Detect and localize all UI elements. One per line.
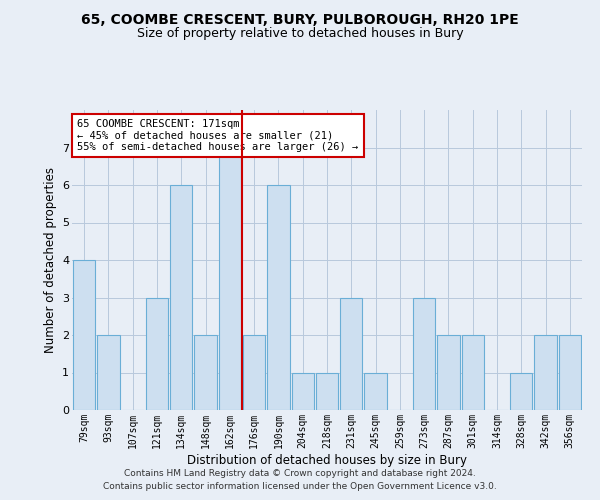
Bar: [292, 372, 314, 410]
Bar: [559, 335, 581, 410]
Bar: [243, 335, 265, 410]
Bar: [510, 372, 532, 410]
Bar: [146, 298, 168, 410]
X-axis label: Distribution of detached houses by size in Bury: Distribution of detached houses by size …: [187, 454, 467, 466]
Bar: [364, 372, 387, 410]
Bar: [170, 185, 193, 410]
Bar: [535, 335, 557, 410]
Text: Contains HM Land Registry data © Crown copyright and database right 2024.: Contains HM Land Registry data © Crown c…: [124, 468, 476, 477]
Text: 65 COOMBE CRESCENT: 171sqm
← 45% of detached houses are smaller (21)
55% of semi: 65 COOMBE CRESCENT: 171sqm ← 45% of deta…: [77, 119, 358, 152]
Bar: [316, 372, 338, 410]
Text: 65, COOMBE CRESCENT, BURY, PULBOROUGH, RH20 1PE: 65, COOMBE CRESCENT, BURY, PULBOROUGH, R…: [81, 12, 519, 26]
Bar: [194, 335, 217, 410]
Text: Size of property relative to detached houses in Bury: Size of property relative to detached ho…: [137, 28, 463, 40]
Bar: [413, 298, 436, 410]
Bar: [267, 185, 290, 410]
Bar: [73, 260, 95, 410]
Bar: [218, 148, 241, 410]
Bar: [340, 298, 362, 410]
Bar: [437, 335, 460, 410]
Text: Contains public sector information licensed under the Open Government Licence v3: Contains public sector information licen…: [103, 482, 497, 491]
Bar: [97, 335, 119, 410]
Y-axis label: Number of detached properties: Number of detached properties: [44, 167, 56, 353]
Bar: [461, 335, 484, 410]
